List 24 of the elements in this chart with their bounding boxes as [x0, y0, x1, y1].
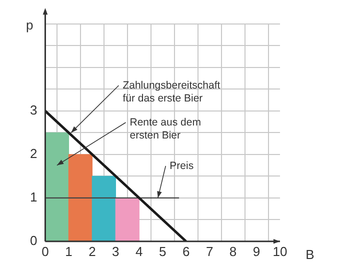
- annotation: Rente aus dem ersten Bier: [130, 116, 202, 142]
- x-tick-label: 1: [65, 244, 72, 259]
- x-tick-label: 2: [88, 244, 96, 259]
- x-tick-label: 7: [206, 244, 214, 259]
- bar: [45, 132, 70, 242]
- bar: [92, 176, 116, 242]
- y-tick-label: 3: [30, 102, 38, 118]
- annotation: Zahlungsbereitschaft für das erste Bier: [122, 80, 220, 105]
- x-tick-label: 4: [136, 244, 143, 259]
- bar: [115, 198, 140, 242]
- annotation: Preis: [170, 160, 194, 172]
- x-tick-label: 9: [252, 244, 260, 259]
- y-tick-label: 2: [30, 146, 38, 162]
- x-tick-label: 5: [159, 244, 166, 259]
- x-tick-label: 6: [182, 244, 190, 259]
- x-tick-label: 10: [272, 244, 288, 259]
- bar: [68, 154, 93, 242]
- x-tick-label: 8: [229, 244, 237, 259]
- x-tick-label: 0: [42, 244, 49, 259]
- y-tick-label: 0: [30, 232, 38, 248]
- x-axis-title: B: [306, 246, 314, 262]
- x-tick-label: 3: [112, 244, 120, 259]
- y-axis-title: p: [26, 18, 34, 33]
- y-tick-label: 1: [30, 190, 38, 204]
